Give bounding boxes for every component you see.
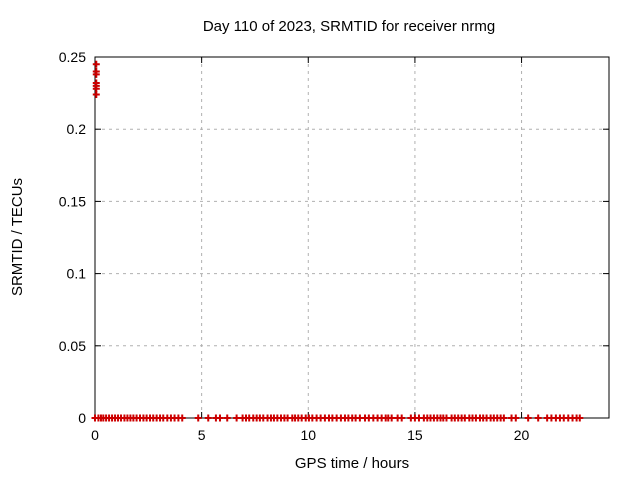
x-tick-label: 10 (300, 427, 316, 443)
data-point-marker (512, 414, 520, 422)
data-point-marker (92, 70, 100, 78)
x-tick-label: 0 (91, 427, 99, 443)
y-tick-label: 0.25 (59, 49, 86, 65)
tick-label-layer: 0 5 10 15 20 0 0.05 0.1 0.15 0.2 0.25 (59, 49, 530, 443)
grid-layer (95, 57, 609, 418)
data-point-marker (524, 414, 532, 422)
y-tick-label: 0.15 (59, 193, 86, 209)
data-point-marker (233, 414, 241, 422)
data-point-marker (500, 414, 508, 422)
y-tick-label: 0.05 (59, 338, 86, 354)
plot-border (94, 56, 610, 419)
data-point-marker (92, 60, 100, 68)
data-point-marker (92, 91, 100, 99)
tick-layer (94, 56, 609, 419)
data-point-marker (388, 414, 396, 422)
y-tick-label: 0 (78, 410, 86, 426)
data-point-marker (398, 414, 406, 422)
data-point-marker (534, 414, 542, 422)
y-axis-label: SRMTID / TECUs (9, 178, 26, 296)
x-tick-label: 20 (514, 427, 530, 443)
x-axis-label: GPS time / hours (295, 455, 409, 472)
data-point-marker (223, 414, 231, 422)
y-tick-label: 0.2 (67, 121, 87, 137)
x-tick-label: 15 (407, 427, 423, 443)
y-tick-label: 0.1 (67, 266, 87, 282)
data-marker-layer (91, 60, 584, 422)
data-point-marker (216, 414, 224, 422)
data-point-marker (194, 414, 202, 422)
data-point-marker (204, 414, 212, 422)
data-point-marker (576, 414, 584, 422)
data-point-marker (178, 414, 186, 422)
chart-title: Day 110 of 2023, SRMTID for receiver nrm… (203, 18, 495, 35)
x-tick-label: 5 (198, 427, 206, 443)
